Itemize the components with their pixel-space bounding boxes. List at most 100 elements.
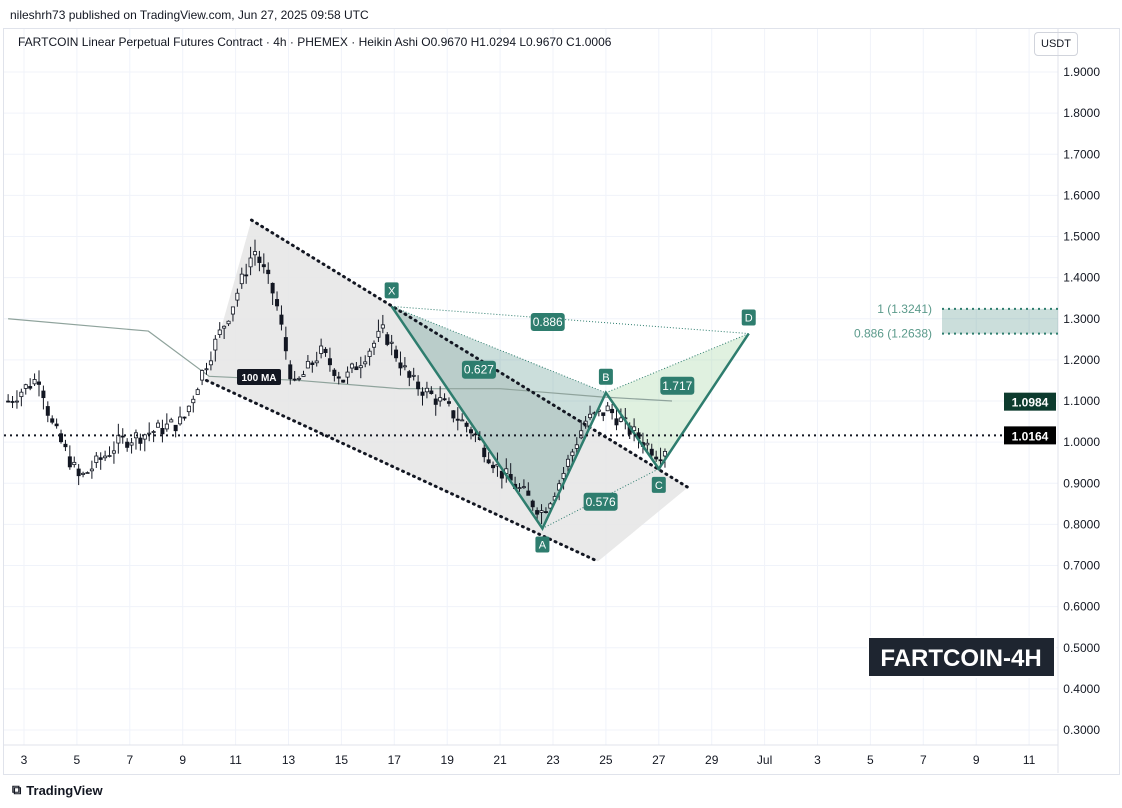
y-tick-label: 0.3000: [1063, 723, 1100, 737]
candle-body: [6, 400, 11, 403]
candle-body: [649, 448, 654, 456]
pattern-point-label: X: [388, 285, 396, 297]
candle-body: [662, 451, 667, 457]
candle-body: [248, 257, 253, 268]
prz-low-label: 0.886 (1.2638): [854, 327, 932, 341]
candle-body: [297, 377, 302, 380]
chart-panel[interactable]: [3, 28, 1120, 775]
candle-body: [28, 386, 33, 389]
candle-body: [526, 490, 531, 496]
candle-body: [59, 433, 64, 443]
ratio-label: 1.717: [662, 379, 692, 393]
candle-body: [499, 470, 504, 479]
candle-body: [116, 434, 121, 444]
candle-body: [107, 455, 112, 457]
prz-high-label: 1 (1.3241): [877, 302, 932, 316]
candle-body: [354, 366, 359, 371]
candle-body: [367, 350, 372, 357]
tradingview-logo: ⧉ TradingView: [12, 782, 103, 798]
candle-body: [151, 431, 156, 433]
candle-body: [570, 451, 575, 457]
title-badge: [867, 636, 1056, 678]
tv-logo-icon: ⧉: [12, 782, 22, 797]
candle-body: [632, 426, 637, 431]
candle-body: [446, 401, 451, 404]
candle-body: [372, 342, 377, 348]
x-tick-label: 3: [814, 753, 821, 767]
y-tick-label: 1.6000: [1063, 188, 1100, 202]
candle-body: [63, 443, 68, 448]
candle-body: [358, 365, 363, 369]
candle-body: [411, 374, 416, 377]
y-tick-label: 0.6000: [1063, 600, 1100, 614]
publish-info: nileshrh73 published on TradingView.com,…: [10, 8, 369, 22]
candle-body: [19, 391, 24, 398]
candle-body: [469, 429, 474, 434]
candle-body: [438, 397, 443, 402]
channel-lower-line: [205, 378, 600, 563]
candle-body: [208, 360, 213, 366]
candle-body: [455, 418, 460, 421]
candle-body: [614, 418, 619, 426]
candle-body: [305, 360, 310, 369]
y-tick-label: 0.4000: [1063, 682, 1100, 696]
currency-button[interactable]: USDT: [1034, 32, 1078, 56]
x-tick-label: 3: [21, 753, 28, 767]
candle-body: [618, 417, 623, 422]
candle-body: [402, 365, 407, 368]
prz-zone: [942, 308, 1058, 334]
candle-body: [279, 314, 284, 325]
candle-body: [292, 378, 297, 381]
candle-body: [222, 325, 227, 329]
candle-body: [36, 381, 41, 385]
y-tick-label: 1.7000: [1063, 147, 1100, 161]
candle-body: [574, 444, 579, 449]
x-tick-label: 7: [920, 753, 927, 767]
ratio-badge: [530, 313, 565, 332]
ratio-line: [542, 468, 660, 529]
candle-body: [217, 329, 222, 336]
x-tick-label: 25: [599, 753, 613, 767]
x-tick-label: 23: [546, 753, 560, 767]
last-price-badge: [1004, 426, 1056, 445]
candle-body: [301, 374, 306, 377]
candle-body: [539, 510, 544, 513]
candle-body: [601, 412, 606, 416]
candle-body: [416, 381, 421, 390]
pattern-point-d: [741, 309, 756, 326]
y-tick-label: 1.3000: [1063, 312, 1100, 326]
candle-body: [191, 398, 196, 404]
candle-body: [579, 430, 584, 439]
candle-body: [41, 390, 46, 399]
x-tick-label: 9: [179, 753, 186, 767]
candle-body: [147, 432, 152, 435]
candle-body: [464, 422, 469, 427]
x-tick-label: 9: [973, 753, 980, 767]
pattern-point-a: [535, 536, 550, 553]
y-tick-label: 1.5000: [1063, 230, 1100, 244]
candle-body: [252, 251, 257, 256]
ma-price-badge: [1004, 392, 1056, 411]
candle-body: [610, 408, 615, 414]
candle-body: [565, 458, 570, 467]
candle-body: [261, 264, 266, 268]
candle-body: [283, 337, 288, 352]
candle-body: [156, 422, 161, 428]
candle-body: [345, 371, 350, 378]
candle-body: [111, 450, 116, 454]
candle-body: [530, 500, 535, 508]
candle-body: [270, 282, 275, 294]
pattern-point-label: D: [745, 313, 753, 325]
candle-body: [50, 418, 55, 423]
candle-body: [486, 459, 491, 464]
candle-body: [380, 324, 385, 329]
candle-body: [67, 456, 72, 468]
candle-body: [195, 389, 200, 395]
candle-body: [230, 306, 235, 315]
candle-body: [178, 416, 183, 425]
y-tick-label: 1.4000: [1063, 271, 1100, 285]
y-tick-label: 1.9000: [1063, 65, 1100, 79]
candle-body: [645, 442, 650, 446]
candle-body: [226, 320, 231, 325]
